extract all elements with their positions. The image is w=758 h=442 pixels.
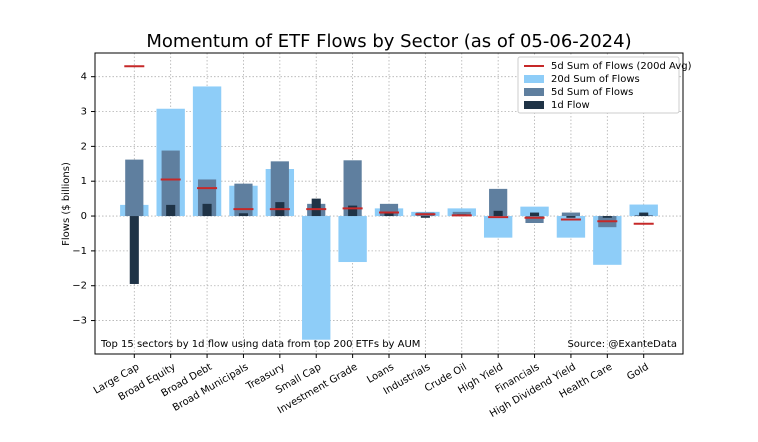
legend-label: 5d Sum of Flows: [551, 87, 633, 98]
bar: [556, 216, 586, 238]
bar: [452, 211, 471, 217]
bar: [483, 216, 513, 238]
bar: [602, 216, 612, 218]
annotation: Source: @ExanteData: [567, 339, 677, 350]
bar: [338, 216, 367, 263]
legend-swatch: [524, 101, 544, 109]
legend-swatch: [524, 88, 544, 96]
bar: [202, 203, 212, 217]
x-tick-label: Gold: [625, 362, 650, 383]
plot-frame: [94, 52, 684, 355]
y-tick-label: 3: [81, 107, 87, 118]
bar: [384, 212, 394, 217]
bar: [166, 204, 176, 217]
bar: [343, 160, 362, 217]
bar: [125, 159, 144, 217]
bar: [238, 213, 249, 217]
legend-swatch: [524, 75, 544, 83]
bar: [520, 206, 549, 217]
bar: [629, 204, 658, 217]
bar: [420, 216, 430, 218]
y-tick-label: 4: [81, 72, 87, 83]
legend-label: 20d Sum of Flows: [551, 74, 640, 85]
bar: [489, 188, 508, 217]
bar: [566, 216, 576, 218]
bar: [348, 205, 358, 217]
legend-label: 5d Sum of Flows (200d Avg): [551, 61, 692, 72]
bar: [525, 216, 544, 224]
chart-title: Momentum of ETF Flows by Sector (as of 0…: [146, 31, 631, 52]
bar: [302, 216, 331, 340]
bar: [129, 216, 139, 284]
y-tick-label: −2: [72, 281, 87, 292]
bar: [639, 212, 649, 217]
y-tick-label: 1: [81, 176, 87, 187]
bar: [161, 150, 180, 217]
bar: [311, 198, 321, 217]
bar: [561, 212, 581, 217]
y-tick-label: 2: [81, 141, 87, 152]
legend-label: 1d Flow: [551, 100, 590, 111]
y-tick-label: 0: [81, 211, 87, 222]
bar: [493, 210, 503, 217]
y-axis-label: Flows ($ billions): [61, 162, 72, 246]
bar: [234, 183, 253, 217]
y-tick-label: −3: [72, 316, 87, 327]
annotation: Top 15 sectors by 1d flow using data fro…: [100, 339, 420, 350]
legend-box: [517, 56, 680, 114]
bar: [529, 212, 540, 217]
y-tick-label: −1: [72, 246, 87, 257]
